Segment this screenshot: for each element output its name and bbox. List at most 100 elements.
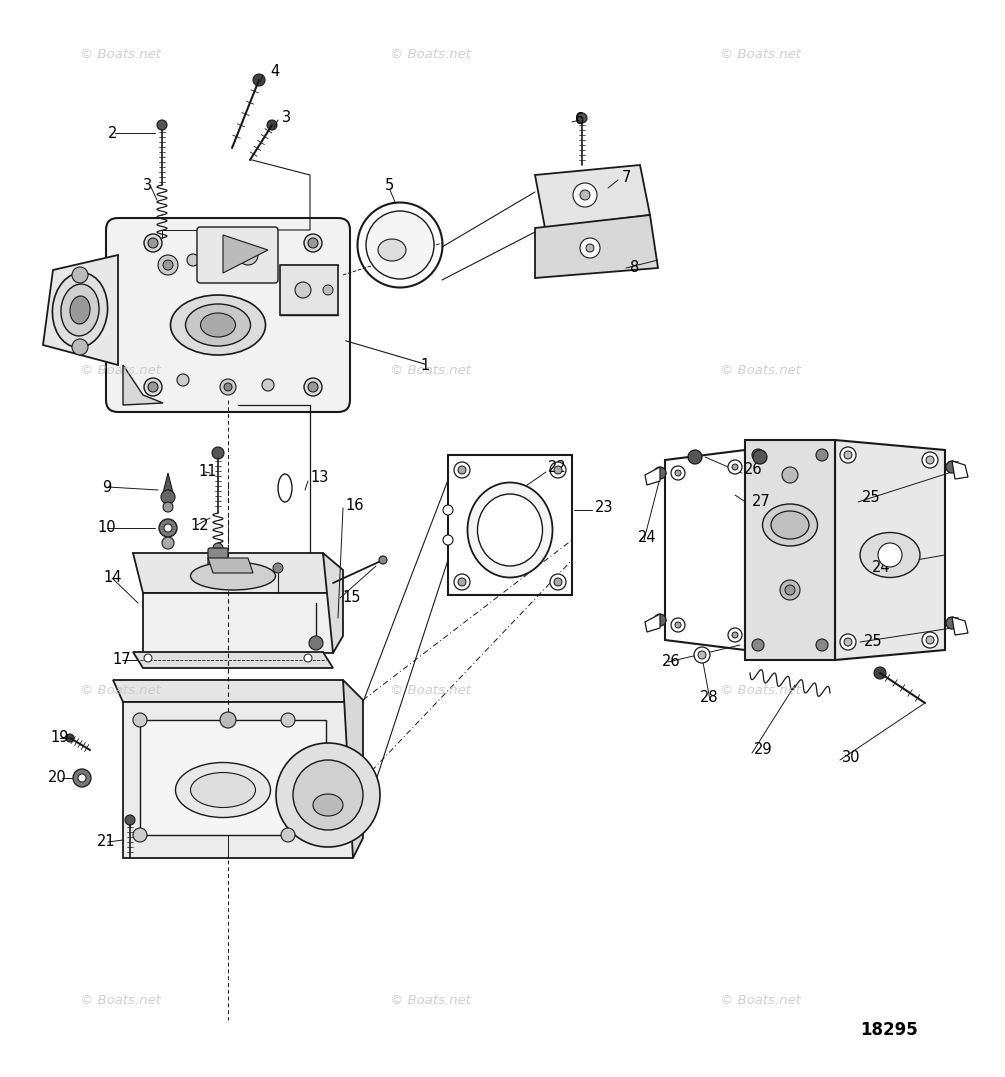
Ellipse shape — [70, 296, 90, 324]
Circle shape — [753, 450, 767, 464]
Circle shape — [66, 735, 74, 742]
Circle shape — [144, 378, 162, 396]
Circle shape — [148, 382, 158, 392]
Polygon shape — [745, 440, 835, 660]
Text: 27: 27 — [752, 494, 771, 509]
Circle shape — [946, 617, 958, 629]
Text: 12: 12 — [190, 518, 209, 532]
Text: 28: 28 — [700, 690, 719, 705]
Text: © Boats.net: © Boats.net — [79, 684, 161, 697]
Text: © Boats.net: © Boats.net — [720, 364, 801, 377]
Ellipse shape — [171, 295, 265, 355]
Text: 5: 5 — [385, 178, 394, 193]
Text: 20: 20 — [48, 770, 66, 785]
Circle shape — [323, 285, 333, 295]
Polygon shape — [140, 721, 326, 835]
Circle shape — [654, 467, 666, 479]
Circle shape — [238, 244, 258, 265]
Text: 17: 17 — [112, 653, 131, 668]
Circle shape — [780, 581, 800, 600]
Ellipse shape — [176, 763, 270, 817]
Ellipse shape — [467, 482, 553, 577]
Circle shape — [580, 190, 590, 200]
Ellipse shape — [771, 510, 809, 538]
Text: © Boats.net: © Boats.net — [390, 48, 470, 61]
Text: 18295: 18295 — [860, 1021, 918, 1039]
Circle shape — [732, 464, 738, 470]
Circle shape — [308, 238, 318, 248]
Circle shape — [379, 556, 387, 564]
Ellipse shape — [186, 304, 250, 346]
Polygon shape — [123, 702, 353, 858]
Circle shape — [159, 519, 177, 537]
Polygon shape — [133, 652, 333, 668]
Circle shape — [78, 774, 86, 782]
Text: 25: 25 — [864, 634, 882, 649]
Text: 14: 14 — [103, 571, 122, 586]
Circle shape — [144, 654, 152, 662]
Circle shape — [161, 490, 175, 504]
Text: © Boats.net: © Boats.net — [390, 364, 470, 377]
Circle shape — [554, 466, 562, 474]
Text: 8: 8 — [630, 261, 639, 276]
Circle shape — [443, 505, 453, 515]
Circle shape — [162, 537, 174, 549]
Polygon shape — [113, 680, 353, 702]
Circle shape — [148, 238, 158, 248]
Ellipse shape — [191, 772, 255, 808]
Circle shape — [163, 260, 173, 270]
Circle shape — [844, 638, 852, 646]
Circle shape — [72, 267, 88, 283]
Circle shape — [550, 574, 566, 590]
Text: 19: 19 — [50, 730, 68, 745]
Text: 9: 9 — [102, 479, 112, 494]
Text: 7: 7 — [622, 170, 631, 185]
Polygon shape — [645, 467, 660, 485]
Text: © Boats.net: © Boats.net — [79, 48, 161, 61]
Circle shape — [281, 828, 295, 842]
Circle shape — [671, 466, 685, 480]
Circle shape — [72, 339, 88, 355]
Circle shape — [224, 383, 232, 391]
Text: © Boats.net: © Boats.net — [720, 684, 801, 697]
Circle shape — [454, 462, 470, 478]
Polygon shape — [343, 680, 363, 858]
Circle shape — [752, 449, 764, 461]
Polygon shape — [448, 454, 572, 595]
Polygon shape — [223, 235, 268, 272]
Text: © Boats.net: © Boats.net — [720, 993, 801, 1007]
Polygon shape — [123, 365, 163, 405]
Circle shape — [187, 254, 199, 266]
Circle shape — [675, 623, 681, 628]
Polygon shape — [535, 165, 650, 228]
Circle shape — [304, 234, 322, 252]
Polygon shape — [143, 593, 333, 653]
Circle shape — [580, 238, 600, 258]
Text: 30: 30 — [842, 751, 860, 766]
Circle shape — [220, 379, 236, 395]
Text: 16: 16 — [345, 498, 364, 513]
Text: 13: 13 — [310, 471, 329, 486]
Circle shape — [125, 815, 135, 825]
Polygon shape — [43, 255, 118, 365]
Circle shape — [844, 451, 852, 459]
Circle shape — [550, 462, 566, 478]
Circle shape — [262, 379, 274, 391]
Text: 1: 1 — [420, 358, 429, 373]
Text: 15: 15 — [342, 590, 361, 605]
Text: 22: 22 — [548, 461, 567, 476]
Circle shape — [654, 614, 666, 626]
Text: © Boats.net: © Boats.net — [79, 993, 161, 1007]
Circle shape — [840, 634, 856, 651]
Circle shape — [276, 743, 380, 847]
Text: 2: 2 — [108, 126, 118, 140]
Circle shape — [158, 255, 178, 275]
Circle shape — [458, 466, 466, 474]
Text: 26: 26 — [744, 462, 763, 477]
Circle shape — [926, 456, 934, 464]
Ellipse shape — [201, 313, 235, 337]
Text: 11: 11 — [198, 464, 216, 479]
Circle shape — [698, 651, 706, 659]
Circle shape — [732, 632, 738, 638]
FancyBboxPatch shape — [208, 548, 228, 572]
